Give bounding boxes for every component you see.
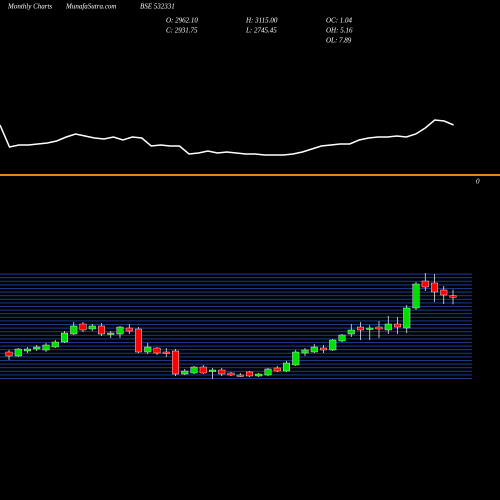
candle-body xyxy=(320,347,328,351)
candle-body xyxy=(236,374,244,377)
candle-body xyxy=(24,348,32,352)
candle-body xyxy=(5,351,13,357)
candle-body xyxy=(79,323,87,331)
candle-body xyxy=(199,366,207,374)
candle-body xyxy=(190,366,198,374)
candle-body xyxy=(171,350,179,375)
candle-body xyxy=(227,372,235,376)
candle-body xyxy=(107,332,115,335)
candle-body xyxy=(403,307,411,329)
candle-body xyxy=(421,280,429,288)
candle-body xyxy=(14,348,22,357)
candle-body xyxy=(42,344,50,351)
candle-body xyxy=(116,326,124,335)
candle-body xyxy=(310,346,318,353)
candle-body xyxy=(33,346,41,350)
line xyxy=(0,119,454,156)
candle-body xyxy=(70,325,78,335)
candle-body xyxy=(384,323,392,331)
candle-body xyxy=(431,282,439,293)
stat: H: 3115.00 xyxy=(245,17,278,25)
candle-body xyxy=(347,329,355,335)
candle-body xyxy=(255,373,263,377)
candle-body xyxy=(264,368,272,376)
candle-body xyxy=(181,370,189,375)
candle-body xyxy=(329,339,337,351)
candle-body xyxy=(144,346,152,353)
candle-body xyxy=(440,289,448,296)
site: MunafaSutra.com xyxy=(65,3,116,11)
stat: C: 2931.75 xyxy=(166,27,198,35)
candle-body xyxy=(394,323,402,328)
candle-body xyxy=(97,325,105,335)
candle-body xyxy=(218,369,226,375)
symbol: BSE 532331 xyxy=(140,3,175,11)
candle-body xyxy=(301,349,309,354)
candle-body xyxy=(162,351,170,354)
candle-body xyxy=(273,367,281,372)
grid-band xyxy=(0,272,472,380)
candle-body xyxy=(375,326,383,330)
candle-body xyxy=(153,347,161,354)
candle-body xyxy=(208,369,216,372)
candle-body xyxy=(245,371,253,377)
stat: OH: 5.16 xyxy=(326,27,353,35)
candle-body xyxy=(449,295,457,298)
chart-kind: Monthly Charts xyxy=(7,3,52,11)
candle-body xyxy=(125,327,133,332)
stat: O: 2962.10 xyxy=(166,17,198,25)
candle-body xyxy=(134,328,142,353)
candle-body xyxy=(61,332,69,343)
candle-body xyxy=(88,325,96,330)
stat: L: 2745.45 xyxy=(245,27,277,35)
candle-body xyxy=(51,341,59,348)
marker-label: 0 xyxy=(476,178,480,186)
candle-body xyxy=(292,351,300,366)
candle-body xyxy=(357,326,365,331)
candle-body xyxy=(412,283,420,309)
candle-body xyxy=(283,362,291,372)
candle-body xyxy=(338,334,346,342)
stat: OL: 7.89 xyxy=(326,37,352,45)
candle-body xyxy=(366,327,374,330)
stat: OC: 1.04 xyxy=(326,17,353,25)
